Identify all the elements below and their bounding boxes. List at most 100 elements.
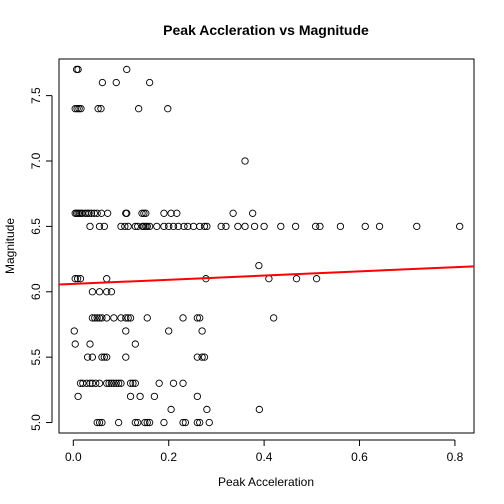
data-point: [160, 418, 168, 427]
data-point: [86, 340, 94, 348]
data-point: [153, 222, 161, 231]
data-point: [86, 379, 94, 387]
data-point: [117, 222, 125, 231]
data-point: [311, 222, 320, 231]
data-point: [196, 314, 204, 322]
data-point: [250, 222, 259, 231]
data-point: [135, 105, 143, 113]
data-point: [131, 222, 139, 231]
data-point: [93, 418, 101, 427]
data-point: [241, 222, 249, 231]
data-point: [413, 222, 421, 231]
data-point: [74, 65, 82, 74]
data-point: [74, 392, 82, 401]
data-point: [131, 340, 139, 348]
data-point: [196, 222, 204, 231]
data-point: [143, 222, 151, 231]
x-tick-label: 0.0: [65, 450, 82, 464]
data-point: [167, 405, 175, 414]
y-axis: 5.0 5.5 6.0 6.5 7.0 7.5: [29, 87, 53, 431]
data-point: [95, 418, 104, 427]
data-point: [107, 379, 116, 387]
data-point: [126, 314, 135, 322]
data-point: [193, 353, 201, 361]
data-point: [98, 78, 107, 87]
data-point: [142, 209, 150, 217]
data-point: [277, 222, 285, 231]
data-point: [143, 314, 151, 322]
data-point: [91, 314, 99, 322]
data-point: [167, 209, 175, 217]
data-point: [88, 314, 97, 322]
data-point: [160, 209, 168, 217]
data-point: [70, 327, 78, 335]
data-point: [169, 379, 178, 387]
data-point: [181, 418, 190, 427]
data-point: [88, 353, 97, 361]
data-point: [94, 105, 102, 113]
data-point: [173, 209, 181, 217]
data-point: [174, 222, 182, 231]
data-point: [79, 379, 87, 387]
data-point: [122, 314, 130, 322]
data-point: [88, 379, 97, 387]
data-point: [103, 379, 111, 387]
data-point: [117, 314, 125, 322]
data-point: [110, 379, 118, 387]
data-point: [85, 209, 93, 217]
data-point: [217, 222, 225, 231]
data-point: [292, 275, 301, 283]
y-tick-label: 7.0: [29, 152, 43, 169]
y-tick-label: 7.5: [29, 87, 43, 104]
data-point: [198, 327, 206, 335]
data-point: [456, 222, 464, 231]
x-tick-label: 0.4: [256, 450, 273, 464]
data-point: [107, 288, 116, 296]
data-point: [150, 392, 159, 401]
data-point: [90, 209, 98, 217]
data-point: [265, 275, 273, 283]
data-point: [164, 105, 172, 113]
data-point: [92, 379, 100, 387]
data-point: [255, 261, 263, 270]
data-point: [255, 405, 263, 414]
data-point: [112, 379, 120, 387]
data-point: [249, 209, 257, 217]
data-point: [98, 353, 106, 361]
data-point: [155, 379, 163, 387]
data-point: [112, 78, 120, 87]
fit-line-group: [58, 265, 475, 286]
data-point: [98, 418, 106, 427]
data-point: [121, 222, 129, 231]
data-point: [196, 418, 204, 427]
data-point: [103, 353, 111, 361]
data-point: [179, 418, 187, 427]
data-point: [145, 78, 154, 87]
data-point: [73, 275, 82, 283]
data-point: [179, 379, 187, 387]
data-point: [71, 340, 79, 348]
data-point: [97, 209, 106, 217]
y-axis-label: Magnitude: [3, 218, 17, 274]
data-point: [203, 222, 211, 231]
data-point: [291, 222, 300, 231]
data-point: [203, 405, 211, 414]
data-point: [312, 275, 321, 283]
data-point: [77, 105, 85, 113]
data-point: [98, 314, 106, 322]
data-point: [375, 222, 384, 231]
data-point: [100, 222, 108, 231]
data-point: [123, 65, 131, 74]
data-point: [75, 105, 83, 113]
x-axis-label: Peak Acceleration: [218, 475, 314, 489]
data-point: [123, 209, 131, 217]
x-axis: 0.0 0.2 0.4 0.6 0.8: [65, 439, 464, 464]
data-point: [126, 392, 135, 401]
data-point: [145, 222, 154, 231]
data-point: [104, 209, 112, 217]
data-point: [270, 314, 278, 322]
data-point: [110, 314, 118, 322]
data-point: [86, 222, 94, 231]
x-tick-label: 0.8: [447, 450, 464, 464]
regression-line: [58, 265, 475, 286]
